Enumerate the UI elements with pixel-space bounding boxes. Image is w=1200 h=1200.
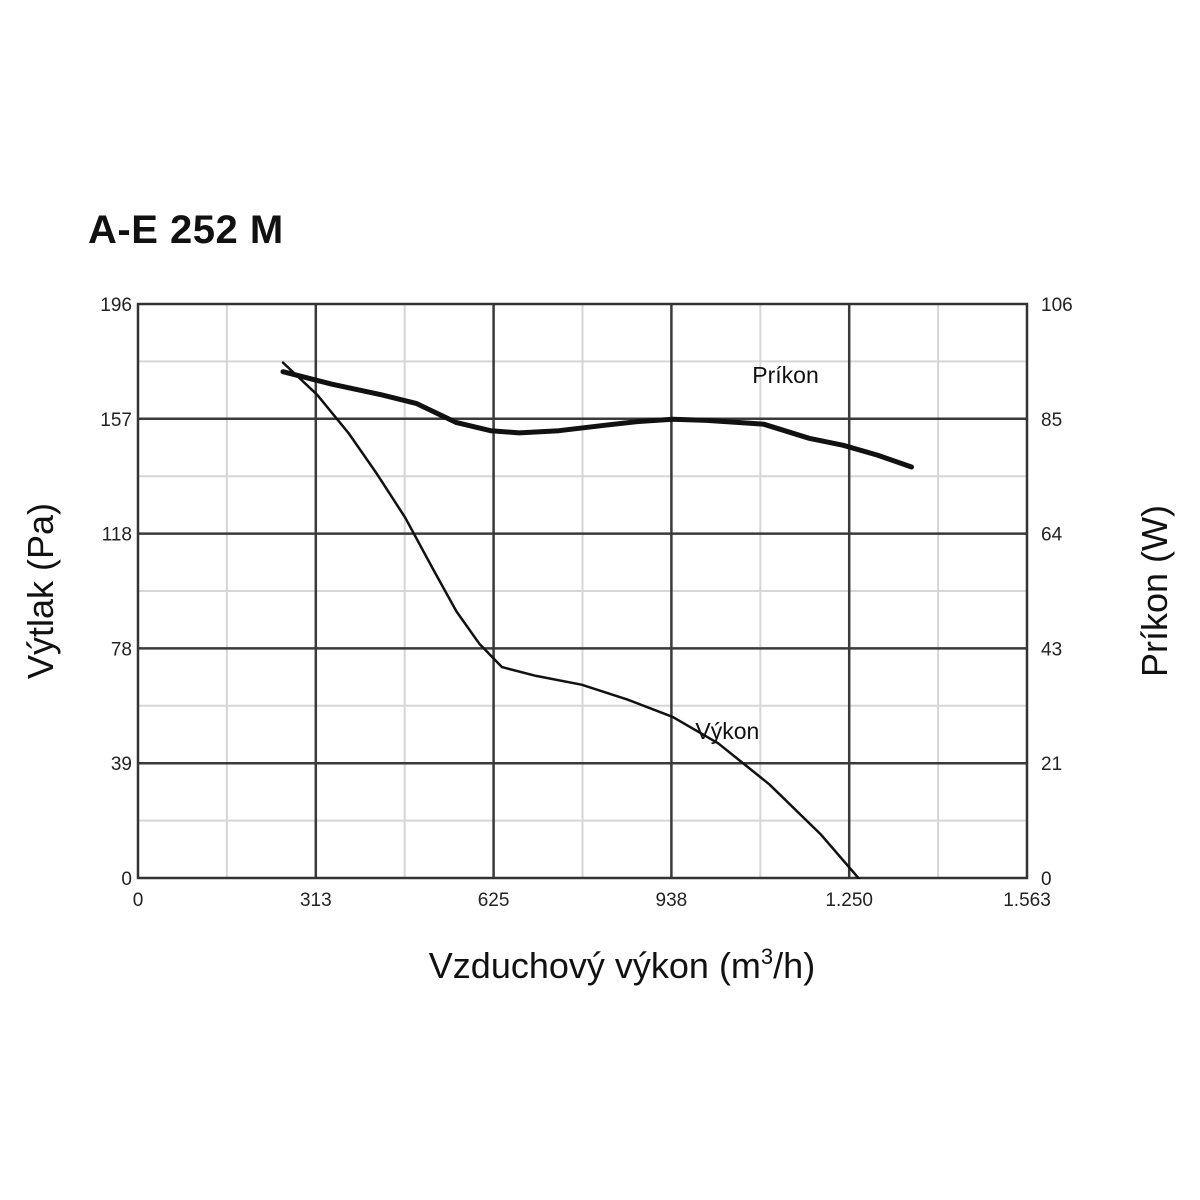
y-right-tick-label: 64 (1041, 525, 1063, 546)
y-right-tick-label: 85 (1041, 410, 1062, 431)
x-axis-label-main: Vzduchový výkon (m (429, 945, 761, 986)
y-left-tick-label: 78 (111, 639, 132, 660)
y-left-tick-label: 157 (100, 410, 132, 431)
x-tick-label: 0 (133, 890, 144, 911)
x-tick-label: 313 (300, 890, 332, 911)
y-axis-left-label: Výtlak (Pa) (20, 503, 61, 679)
series-line-vykon (281, 361, 861, 879)
x-axis-label-tail: /h) (773, 945, 815, 986)
x-tick-label: 1.563 (1003, 890, 1051, 911)
x-tick-label: 1.250 (825, 890, 873, 911)
series-line-prikon (280, 369, 914, 470)
x-axis-label: Vzduchový výkon (m3/h) (429, 944, 815, 986)
y-axis-right-label: Príkon (W) (1134, 505, 1175, 677)
chart-title: A-E 252 M (88, 208, 284, 252)
x-tick-label: 625 (478, 890, 510, 911)
y-left-tick-label: 0 (121, 869, 132, 890)
y-left-tick-label: 118 (102, 525, 132, 546)
x-axis-label-sup: 3 (761, 944, 773, 969)
series-annotation: Výkon (695, 718, 759, 744)
series-annotation: Príkon (752, 362, 818, 388)
y-left-tick-label: 196 (100, 295, 132, 316)
y-left-tick-label: 39 (111, 754, 132, 775)
y-right-tick-label: 0 (1041, 869, 1052, 890)
plot-frame (136, 302, 1029, 880)
y-right-tick-label: 43 (1041, 639, 1062, 660)
x-tick-label: 938 (656, 890, 688, 911)
y-right-tick-label: 21 (1041, 754, 1062, 775)
y-right-tick-label: 106 (1041, 295, 1073, 316)
